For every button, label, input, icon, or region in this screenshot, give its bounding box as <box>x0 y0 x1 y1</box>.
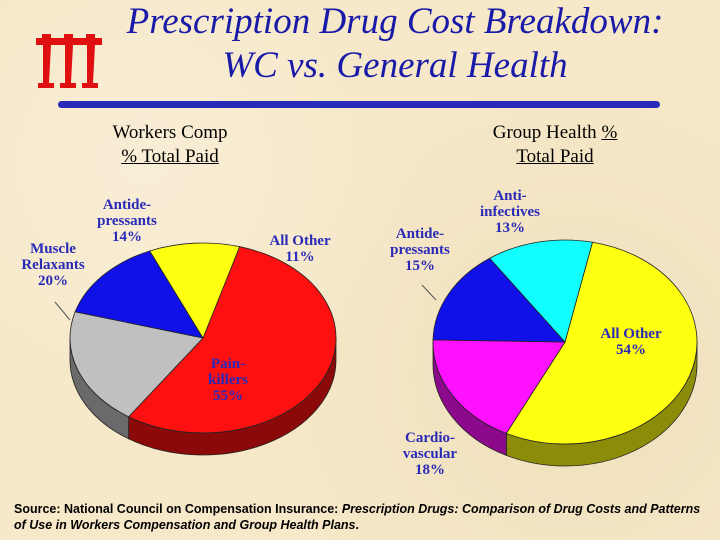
source-prefix: Source: National Council on Compensation… <box>14 502 342 516</box>
source-suffix: . <box>355 518 359 532</box>
wc-chart-title: Workers Comp % Total Paid <box>60 121 280 169</box>
gh-chart-title-line2: Total Paid <box>516 146 594 167</box>
pie-slice-value: 20% <box>38 273 68 289</box>
pie-slice-name: Relaxants <box>21 257 84 273</box>
pie-slice-value: 14% <box>112 229 142 245</box>
pie-slice-name: pressants <box>390 242 450 258</box>
pie-slice-label: All Other 54% <box>600 326 662 358</box>
wc-chart-title-line2: % Total Paid <box>121 146 219 167</box>
gh-chart-title-line1-text: Group Health % <box>492 122 618 143</box>
pie-slice-name: Anti- <box>493 188 526 204</box>
pie-slice-name: All Other <box>600 326 662 342</box>
pie-slice-label: All Other 11% <box>269 233 331 265</box>
iii-logo-icon <box>36 34 102 88</box>
pie-slice-value: 54% <box>616 342 646 358</box>
pie-slice-name: vascular <box>403 446 458 462</box>
label-leader-line <box>421 284 437 301</box>
pie-slice-label: Muscle Relaxants 20% <box>21 241 84 289</box>
pie-slice-label: Antide-pressants 15% <box>390 226 450 274</box>
pie-slice <box>432 339 566 434</box>
pie-slice-label: Pain-killers 55% <box>208 356 248 404</box>
gh-chart-title-percent: % <box>601 122 618 143</box>
pie-slice-name: Antide- <box>396 226 444 242</box>
pie-slice <box>489 239 593 343</box>
source-note: Source: National Council on Compensation… <box>14 501 714 533</box>
label-leader-line <box>54 301 71 321</box>
pie-slice-name: Antide- <box>103 197 151 213</box>
wc-chart-title-line1: Workers Comp <box>112 122 228 143</box>
pie-slice <box>505 241 698 445</box>
pie-slice-value: 55% <box>213 388 243 404</box>
pie-slice-value: 18% <box>415 462 445 478</box>
pie-slice <box>69 311 204 418</box>
gh-chart-title-line1: Group Health % <box>440 121 670 145</box>
page-title: Prescription Drug Cost Breakdown: WC vs.… <box>70 0 720 88</box>
pie-slice-name: killers <box>208 372 248 388</box>
pie-slice-label: Antide-pressants 14% <box>97 197 157 245</box>
pie-chart-1: Pain-killers 55% Muscle Relaxants 20% Antide-… <box>21 197 337 456</box>
pie-slice-value: 11% <box>285 249 314 265</box>
pie-slice-label: Anti-infectives 13% <box>480 188 540 236</box>
page-title-line2: WC vs. General Health <box>222 45 568 86</box>
source-italic: Prescription Drugs: Comparison of Drug C… <box>14 502 701 532</box>
gh-chart-title: Group Health % Total Paid <box>440 121 670 169</box>
pie-slice <box>127 246 337 434</box>
page-title-line1: Prescription Drug Cost Breakdown: <box>126 1 664 42</box>
pie-slice-name: Pain- <box>211 356 245 372</box>
pie-slice-value: 13% <box>495 220 525 236</box>
pie-slice-name: infectives <box>480 204 540 220</box>
pie-slice-label: Cardio-vascular 18% <box>403 430 458 478</box>
title-divider <box>58 101 660 108</box>
pie-slice-name: pressants <box>97 213 157 229</box>
pie-slice-value: 15% <box>405 258 435 274</box>
pie-slice-name: All Other <box>269 233 331 249</box>
pie-slice <box>149 242 241 339</box>
pie-slice-name: Cardio- <box>405 430 455 446</box>
pie-slice <box>432 257 566 343</box>
pie-slice-name: Muscle <box>30 241 76 257</box>
pie-slice <box>74 250 204 339</box>
pie-chart-2: All Other 54% Cardio-vascular 18% Antide-pre… <box>390 188 698 478</box>
